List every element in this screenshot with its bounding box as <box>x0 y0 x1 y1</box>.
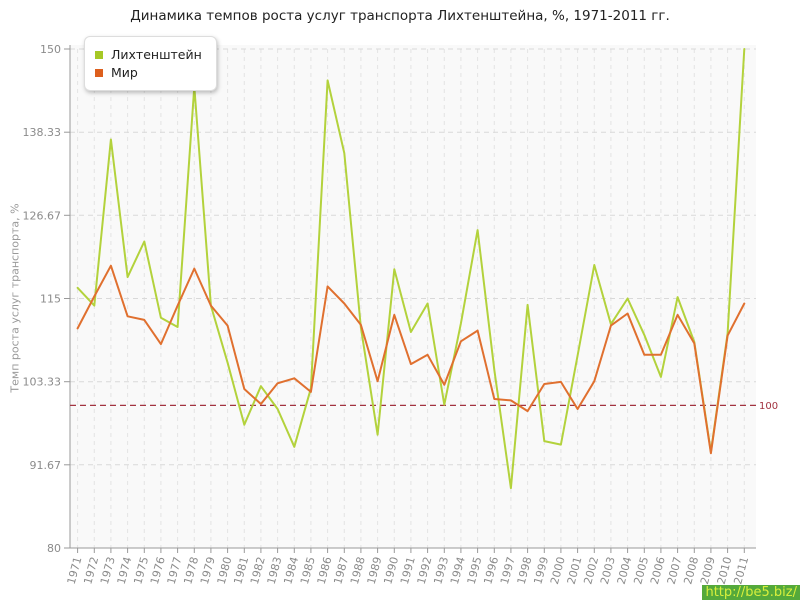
y-axis-title: Темп роста услуг транспорта, % <box>8 203 22 393</box>
x-gridlines <box>77 49 745 548</box>
legend-item-label: Лихтенштейн <box>111 47 202 62</box>
svg-text:115: 115 <box>40 293 61 306</box>
plot-background <box>70 45 756 548</box>
chart-title: Динамика темпов роста услуг транспорта Л… <box>130 8 670 24</box>
baseline-100: 100 <box>70 401 778 412</box>
x-axis-tick-labels: 1971197219731974197519761977197819791980… <box>65 555 752 585</box>
y-axis-tick-labels: 80 91.67 103.33 115 126.67 138.33 150 <box>23 43 62 555</box>
svg-text:103.33: 103.33 <box>23 376 62 389</box>
svg-text:80: 80 <box>47 542 61 555</box>
axes <box>64 45 756 553</box>
svg-text:91.67: 91.67 <box>30 459 62 472</box>
legend-item-world[interactable]: Мир <box>95 65 202 80</box>
legend-swatch-icon <box>95 68 103 77</box>
legend: Лихтенштейн Мир <box>84 36 217 91</box>
legend-swatch-icon <box>95 50 103 59</box>
watermark-link[interactable]: http://be5.biz/ <box>702 585 800 600</box>
legend-item-label: Мир <box>111 65 138 80</box>
svg-text:2011: 2011 <box>731 555 751 585</box>
svg-text:138.33: 138.33 <box>23 126 62 139</box>
series-line-world <box>76 264 746 455</box>
legend-item-liechtenstein[interactable]: Лихтенштейн <box>95 47 202 62</box>
svg-text:150: 150 <box>40 43 61 56</box>
svg-text:126.67: 126.67 <box>23 209 62 222</box>
baseline-label: 100 <box>759 401 778 412</box>
series-line-liechtenstein <box>76 48 746 490</box>
